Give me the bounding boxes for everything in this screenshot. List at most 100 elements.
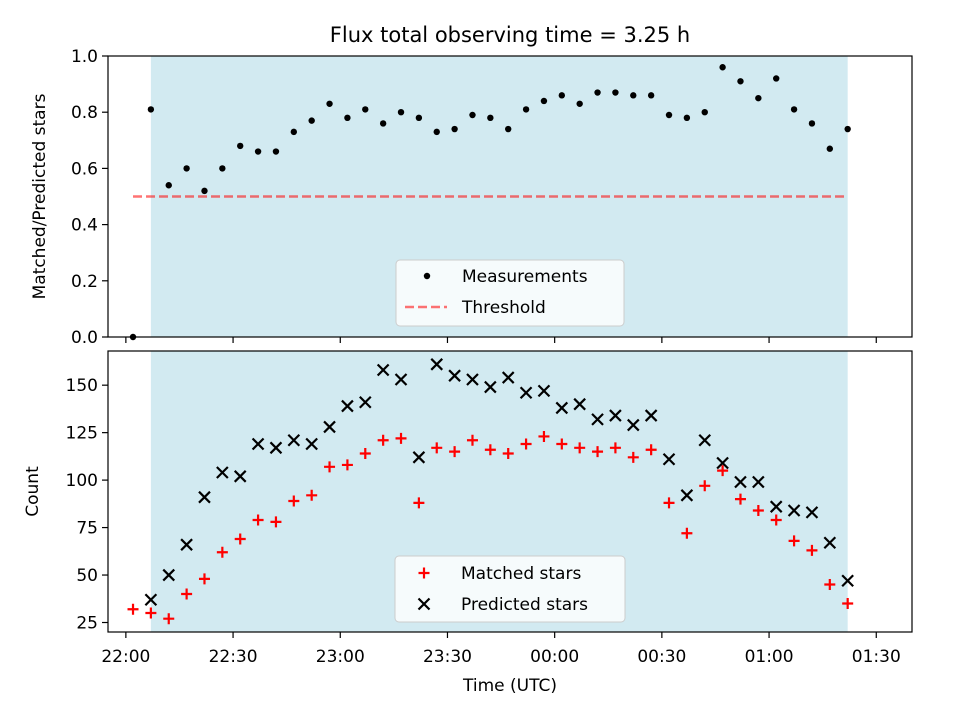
measurement-point	[219, 165, 226, 172]
measurement-point	[790, 106, 798, 113]
matched-star-point	[359, 448, 371, 460]
measurement-point	[344, 114, 351, 122]
matched-star-point	[324, 461, 336, 473]
predicted-star-point	[466, 373, 479, 386]
axes-frame	[107, 55, 913, 338]
predicted-star-point	[412, 451, 426, 464]
predicted-star-point	[680, 489, 694, 502]
predicted-star-point	[609, 409, 622, 422]
measurement-point	[808, 120, 816, 127]
predicted-star-point	[180, 538, 193, 551]
matched-star-point	[341, 459, 353, 471]
predicted-star-point	[644, 409, 658, 422]
matched-star-point	[306, 489, 318, 501]
measurement-point	[522, 106, 530, 113]
predicted-star-point	[162, 568, 176, 582]
y-tick-label: 0.0	[71, 328, 98, 348]
measurement-point	[237, 142, 244, 150]
matched-star-point	[234, 533, 246, 545]
predicted-star-point	[823, 536, 837, 550]
measurement-point	[540, 97, 548, 105]
predicted-star-point	[269, 441, 283, 455]
legend-measurement-marker	[423, 272, 431, 280]
measurement-point	[201, 187, 208, 195]
measurement-point	[433, 128, 440, 136]
x-tick-label: 22:30	[209, 647, 258, 667]
predicted-star-point	[734, 475, 747, 489]
predicted-star-point	[376, 363, 390, 377]
legend-box	[394, 555, 626, 623]
matched-star-point	[449, 446, 461, 458]
matched-star-point	[627, 451, 639, 463]
measurement-point	[576, 100, 583, 107]
measurement-point	[254, 148, 262, 155]
predicted-star-point	[573, 397, 586, 411]
predicted-star-point	[484, 380, 497, 394]
predicted-star-point	[233, 470, 247, 483]
matched-star-point	[413, 497, 425, 509]
measurement-point	[719, 64, 726, 71]
predicted-star-point	[198, 490, 211, 504]
matched-star-point	[645, 444, 657, 456]
measurement-point	[469, 111, 476, 119]
ratio-panel: 0.0 0.2 0.4 0.6 0.8 1.0 Matched/Predicted star…	[30, 47, 913, 348]
x-tick-label: 23:00	[316, 647, 365, 667]
axes-frame	[107, 350, 913, 633]
x-tick-label: 00:00	[530, 647, 579, 667]
measurement-point	[147, 106, 155, 113]
measurement-point	[665, 111, 673, 119]
matched-star-point	[270, 516, 282, 528]
legend-predicted-marker	[417, 597, 431, 611]
matched-star-point	[592, 446, 604, 458]
measurement-point	[630, 92, 637, 99]
matched-star-point	[466, 434, 478, 446]
legend: Measurements Threshold	[395, 259, 625, 327]
measurement-point	[415, 114, 423, 122]
x-tick-label: 22:00	[101, 647, 150, 667]
matched-star-point	[752, 504, 764, 516]
measurement-point	[451, 125, 458, 133]
predicted-star-point	[359, 395, 372, 409]
matched-star-point	[574, 442, 586, 454]
x-tick-label: 23:30	[423, 647, 472, 667]
predicted-star-point	[805, 506, 819, 519]
predicted-star-point	[394, 373, 408, 386]
predicted-star-point	[555, 401, 569, 415]
matched-star-point	[824, 579, 836, 591]
legend-label: Predicted stars	[461, 595, 588, 615]
matched-star-point	[216, 546, 228, 558]
matched-star-point	[484, 444, 496, 456]
matched-star-point	[806, 544, 818, 556]
predicted-star-point	[448, 369, 461, 382]
predicted-star-point	[305, 437, 318, 451]
measurement-point	[165, 182, 172, 189]
y-tick-label: 150	[66, 376, 98, 396]
measurement-point	[397, 109, 405, 116]
predicted-star-point	[752, 475, 765, 489]
y-tick-label: 75	[76, 519, 98, 539]
measurement-point	[183, 165, 190, 172]
matched-star-point	[609, 442, 621, 454]
matched-star-point	[788, 535, 800, 547]
measurement-point	[755, 94, 762, 102]
matched-star-point	[163, 613, 175, 625]
matched-star-point	[502, 448, 514, 460]
matched-star-point	[198, 573, 210, 585]
x-axis-label: Time (UTC)	[462, 676, 557, 696]
predicted-star-point	[430, 358, 444, 371]
measurement-point	[308, 117, 315, 124]
y-tick-label: 1.0	[71, 47, 98, 67]
measurement-point	[594, 89, 601, 96]
measurement-point	[737, 78, 744, 85]
matched-star-point	[717, 465, 729, 477]
predicted-star-point	[841, 574, 854, 588]
legend-label: Matched stars	[461, 564, 581, 584]
y-tick-label: 0.2	[71, 272, 98, 292]
measurement-point	[272, 148, 280, 155]
predicted-star-point	[627, 418, 640, 432]
predicted-star-point	[537, 384, 551, 398]
y-tick-label: 0.8	[71, 103, 98, 123]
matched-star-point	[377, 434, 389, 446]
predicted-star-point	[144, 593, 158, 607]
y-tick-label: 25	[76, 614, 98, 634]
